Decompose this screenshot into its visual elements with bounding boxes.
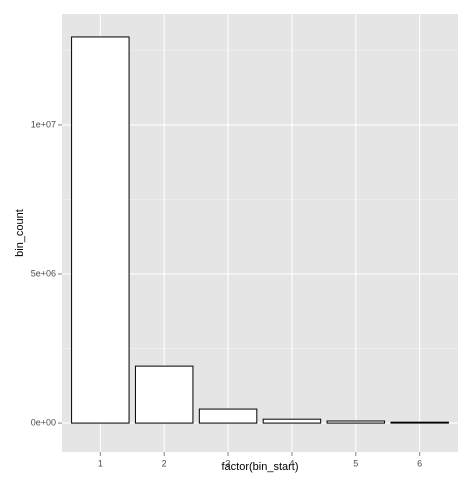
bar	[390, 421, 449, 424]
x-tick-label: 2	[162, 458, 167, 468]
x-tick-label: 5	[353, 458, 358, 468]
y-tick-label: 5e+06	[31, 268, 56, 278]
y-tick-label: 1e+07	[31, 119, 56, 129]
bar	[198, 408, 258, 424]
x-tick-label: 3	[226, 458, 231, 468]
y-axis-title: bin_count	[14, 209, 26, 257]
x-tick-label: 1	[98, 458, 103, 468]
bar	[326, 420, 386, 424]
y-tick-label: 0e+00	[31, 417, 56, 427]
bar	[71, 36, 130, 424]
x-tick-label: 6	[417, 458, 422, 468]
x-tick-label: 4	[289, 458, 294, 468]
bar	[262, 418, 322, 424]
bar	[134, 365, 194, 424]
x-axis-title: factor(bin_start)	[221, 461, 298, 473]
